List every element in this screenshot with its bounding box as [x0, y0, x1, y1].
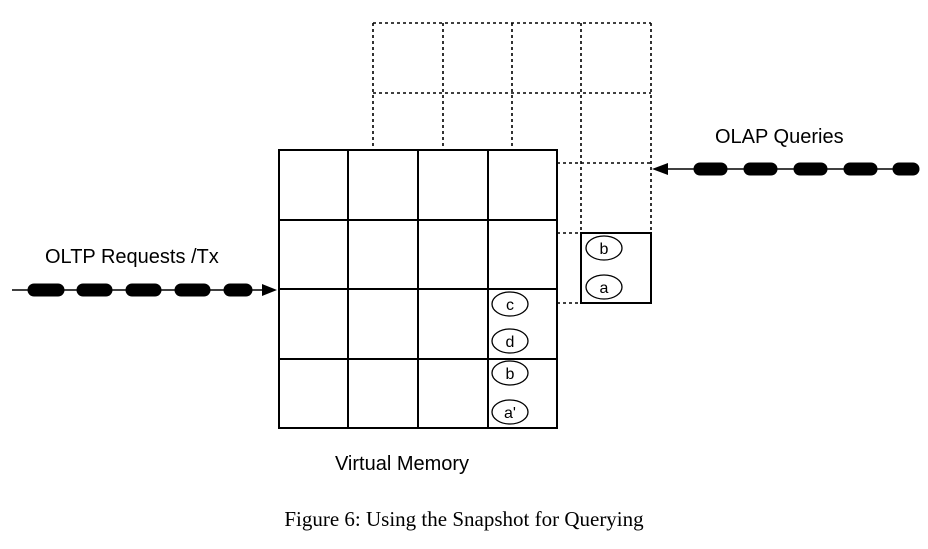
virtual-memory-grid [278, 149, 558, 429]
svg-text:b: b [506, 366, 515, 383]
memory-item: a' [491, 399, 529, 425]
figure-caption: Figure 6: Using the Snapshot for Queryin… [284, 507, 644, 531]
snapshot-item: b [585, 235, 623, 261]
olap-label: OLAP Queries [715, 126, 844, 148]
svg-text:a': a' [504, 405, 516, 422]
svg-text:b: b [600, 241, 609, 258]
svg-text:c: c [506, 297, 514, 314]
arrowhead-left-icon [652, 163, 668, 175]
svg-text:a: a [600, 280, 609, 297]
snapshot-item: a [585, 274, 623, 300]
memory-item: c [491, 291, 529, 317]
memory-item: d [491, 328, 529, 354]
oltp-arrow [12, 283, 277, 297]
olap-arrow [652, 162, 920, 176]
memory-items: c d b a' [491, 291, 529, 425]
arrowhead-right-icon [262, 284, 277, 296]
snapshot-items: b a [585, 235, 623, 300]
snapshot-grid [372, 22, 652, 304]
memory-item: b [491, 360, 529, 386]
snapshot-cell [580, 232, 652, 304]
oltp-label: OLTP Requests /Tx [45, 246, 219, 268]
virtual-memory-label: Virtual Memory [335, 453, 469, 475]
svg-text:d: d [506, 334, 515, 351]
